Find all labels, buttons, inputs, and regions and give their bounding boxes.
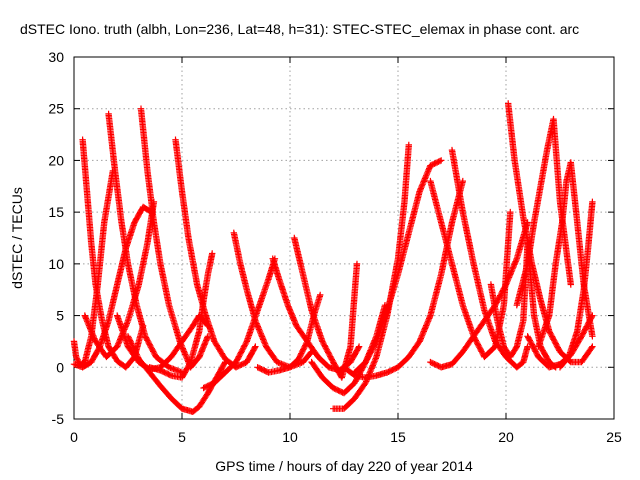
marks-arc22 (427, 219, 531, 371)
y-tick-label-5: 5 (56, 308, 64, 324)
x-tick-label-20: 20 (498, 429, 514, 445)
series-arc03 (70, 203, 155, 371)
series-arc09 (124, 333, 229, 415)
series-arc12 (230, 229, 315, 371)
y-tick-label--5: -5 (52, 411, 65, 427)
series-arc06 (81, 198, 158, 361)
series-arc10 (146, 250, 216, 381)
marks-arc12 (230, 229, 315, 371)
marks-arc15 (291, 234, 361, 381)
y-tick-label-20: 20 (48, 152, 64, 168)
data-marks (70, 100, 596, 415)
x-tick-label-25: 25 (606, 429, 622, 445)
marks-arc19 (351, 157, 445, 376)
series-arc26 (535, 159, 596, 350)
series-arc18 (340, 177, 466, 381)
x-tick-label-0: 0 (70, 429, 78, 445)
x-tick-label-5: 5 (178, 429, 186, 445)
series-arc24 (505, 100, 596, 366)
plot-frame (73, 56, 615, 420)
series-arc22 (427, 219, 531, 371)
y-tick-label-30: 30 (48, 49, 64, 65)
marks-arc14 (254, 291, 324, 376)
y-tick-label-25: 25 (48, 101, 64, 117)
axis-ticks: 0 5 10 15 20 25 -5 0 5 10 15 20 25 30 (48, 49, 622, 445)
series-arc08 (172, 136, 259, 371)
y-tick-label-0: 0 (56, 359, 64, 375)
x-tick-label-10: 10 (282, 429, 298, 445)
marks-arc28 (524, 312, 596, 371)
series-arc19 (351, 157, 445, 376)
x-axis-label: GPS time / hours of day 220 of year 2014 (215, 458, 473, 474)
marks-arc03 (70, 203, 155, 371)
marks-arc18 (340, 177, 466, 381)
marks-arc10 (146, 250, 216, 381)
y-axis-label: dSTEC / TECUs (9, 187, 25, 289)
marks-arc08 (172, 136, 259, 371)
marks-arc24 (505, 100, 596, 366)
marks-arc06 (81, 198, 158, 361)
series-arc28 (524, 312, 596, 371)
marks-arc26 (535, 159, 596, 350)
chart-title: dSTEC Iono. truth (albh, Lon=236, Lat=48… (20, 21, 579, 37)
x-tick-label-15: 15 (390, 429, 406, 445)
series-arc11 (200, 255, 279, 392)
y-tick-label-15: 15 (48, 204, 64, 220)
marks-arc11 (200, 255, 279, 392)
series-arc14 (254, 291, 324, 376)
y-tick-label-10: 10 (48, 256, 64, 272)
marks-arc09 (124, 333, 229, 415)
series-arc15 (291, 234, 361, 381)
